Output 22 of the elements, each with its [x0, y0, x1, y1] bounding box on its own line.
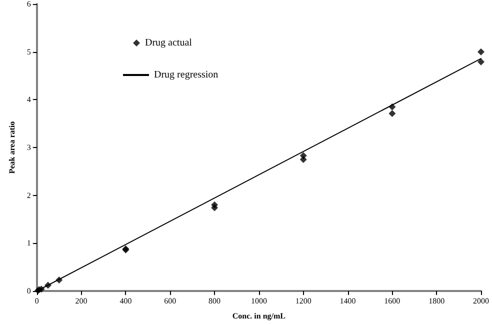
y-tick-label: 6	[26, 0, 31, 8]
x-tick-label: 0	[34, 296, 39, 306]
y-tick-label: 5	[26, 47, 31, 56]
x-tick-label: 800	[208, 296, 221, 306]
y-axis-title: Peak area ratio	[8, 121, 16, 174]
x-tick-label: 600	[164, 296, 176, 306]
x-tick-label: 2000	[473, 296, 489, 306]
x-tick-label: 200	[75, 296, 88, 306]
x-tick-label: 1000	[250, 296, 267, 306]
x-tick-label: 1400	[340, 296, 356, 306]
legend-label: Drug regression	[154, 70, 218, 80]
y-tick-label: 1	[26, 238, 31, 248]
x-tick-label: 400	[120, 296, 132, 306]
x-axis-title: Conc. in ng/mL	[232, 312, 286, 320]
y-tick-label: 0	[26, 286, 31, 296]
y-tick-label: 3	[26, 143, 31, 152]
y-tick-label: 2	[26, 190, 31, 200]
legend-label: Drug actual	[145, 38, 192, 48]
y-tick-label: 4	[26, 95, 31, 104]
x-tick-label: 1200	[295, 296, 312, 306]
x-tick-label: 1600	[384, 296, 400, 306]
x-tick-label: 1800	[428, 296, 445, 306]
